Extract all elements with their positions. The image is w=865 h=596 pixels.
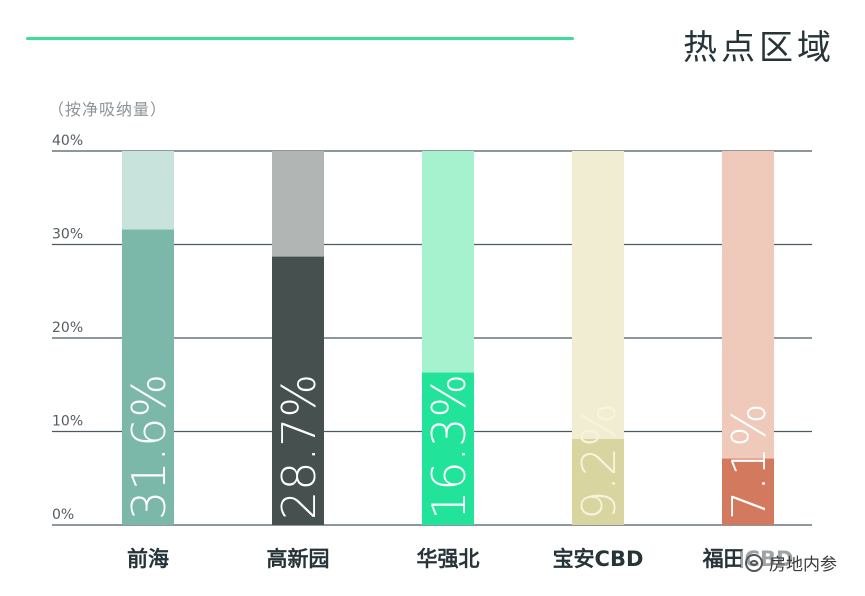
y-tick-label: 10% (52, 414, 83, 430)
x-category-label: 前海 (127, 547, 169, 571)
bar (422, 372, 474, 525)
x-category-label: 华强北 (417, 547, 480, 571)
bar-value-label: 28.7% (272, 374, 326, 520)
bar-value-label: 16.3% (422, 374, 476, 520)
watermark: 房地内参 (741, 549, 841, 576)
bar (572, 438, 624, 525)
bar (722, 458, 774, 525)
bar-value-label: 9.2% (572, 403, 626, 520)
wechat-icon (745, 553, 763, 572)
x-axis-categories: 前海高新园华强北宝安CBD福田CBD (127, 547, 793, 571)
y-tick-label: 30% (52, 227, 83, 243)
y-tick-label: 20% (52, 320, 83, 336)
bar (272, 256, 324, 525)
x-category-label: 高新园 (267, 547, 330, 571)
accent-line (26, 37, 574, 40)
y-tick-label: 40% (52, 133, 83, 149)
bars: 31.6% 28.7% 16.3% 9.2% 7.1% (122, 151, 776, 526)
chart-subtitle: （按净吸纳量） (48, 100, 168, 119)
y-tick-label: 0% (52, 507, 74, 523)
watermark-text: 房地内参 (769, 555, 837, 575)
y-axis-ticks: 0% 10% 20% 30% 40% (52, 133, 83, 523)
bar-value-label: 31.6% (122, 374, 176, 520)
bar-value-label: 7.1% (722, 403, 776, 520)
page-title: 热点区域 (683, 28, 835, 68)
x-category-label: 宝安CBD (553, 547, 644, 571)
bar (122, 229, 174, 526)
